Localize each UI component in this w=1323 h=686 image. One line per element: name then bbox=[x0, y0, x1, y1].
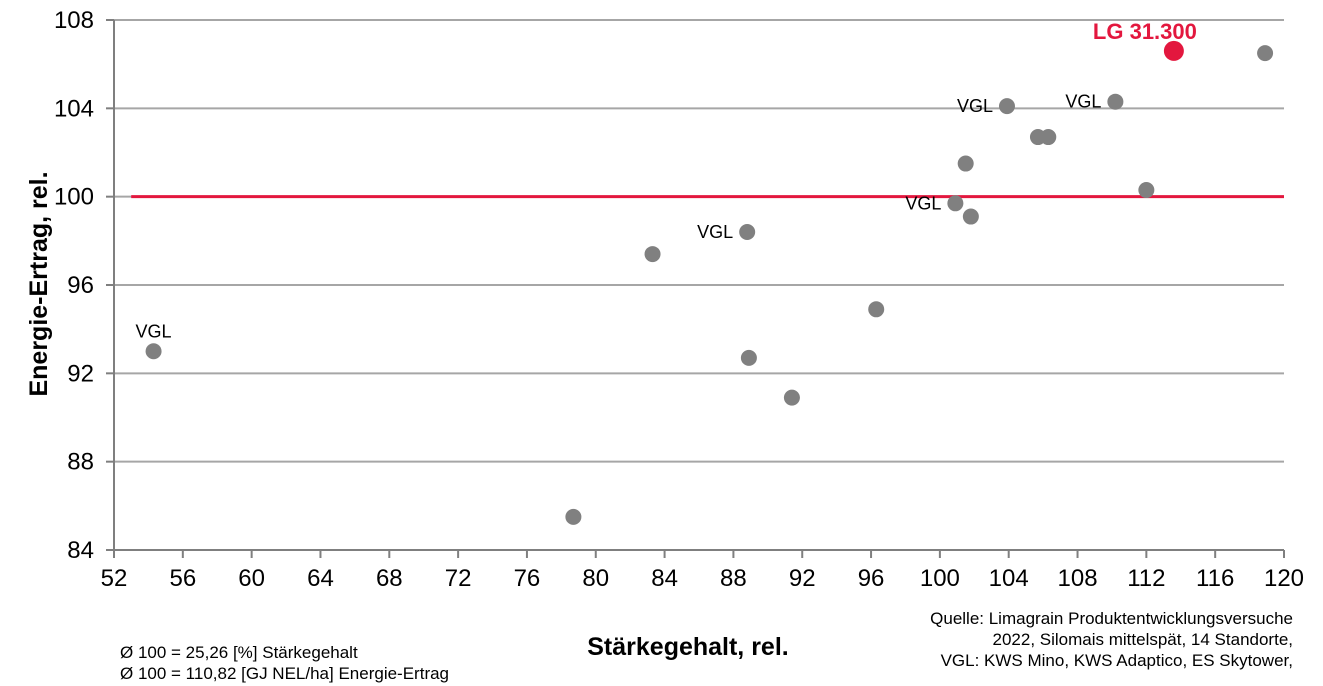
data-point-13 bbox=[1040, 129, 1057, 146]
x-tick-label-60: 60 bbox=[238, 565, 265, 592]
data-point-5 bbox=[740, 349, 757, 366]
data-point-9 bbox=[957, 155, 974, 172]
y-tick-label-100: 100 bbox=[54, 184, 94, 211]
y-tick-label-108: 108 bbox=[54, 7, 94, 34]
x-tick-label-104: 104 bbox=[989, 565, 1029, 592]
x-tick-label-56: 56 bbox=[169, 565, 196, 592]
y-tick-label-96: 96 bbox=[67, 272, 94, 299]
data-point-15 bbox=[1138, 182, 1155, 199]
note-energy-average: Ø 100 = 110,82 [GJ NEL/ha] Energie-Ertra… bbox=[120, 664, 450, 683]
x-tick-label-88: 88 bbox=[720, 565, 747, 592]
x-tick-label-64: 64 bbox=[307, 565, 334, 592]
average-notes: Ø 100 = 25,26 [%] Stärkegehalt Ø 100 = 1… bbox=[120, 642, 449, 684]
source-note: Quelle: Limagrain Produktentwicklungsver… bbox=[930, 608, 1293, 671]
data-point-2 bbox=[565, 508, 582, 525]
data-point-8 bbox=[947, 195, 964, 212]
x-tick-label-100: 100 bbox=[920, 565, 960, 592]
data-point-14 bbox=[1107, 93, 1124, 110]
point-label-11: VGL bbox=[957, 96, 993, 116]
note-starch-average: Ø 100 = 25,26 [%] Stärkegehalt bbox=[120, 643, 358, 662]
x-tick-label-108: 108 bbox=[1058, 565, 1098, 592]
point-label-14: VGL bbox=[1065, 92, 1101, 112]
data-point-11 bbox=[998, 98, 1015, 115]
y-axis-title: Energie-Ertrag, rel. bbox=[25, 171, 53, 396]
x-tick-label-52: 52 bbox=[101, 565, 128, 592]
data-point-4 bbox=[739, 224, 756, 240]
data-point-7 bbox=[868, 301, 885, 318]
y-tick-label-104: 104 bbox=[54, 95, 94, 122]
point-label-1: VGL bbox=[136, 321, 172, 341]
highlight-point bbox=[1163, 40, 1184, 61]
x-tick-label-76: 76 bbox=[514, 565, 541, 592]
data-point-3 bbox=[644, 246, 661, 263]
point-labels: VGL VGL VGL VGL VGL LG 31.300 bbox=[136, 19, 1197, 341]
y-tick-label-92: 92 bbox=[67, 360, 94, 387]
x-tick-label-68: 68 bbox=[376, 565, 403, 592]
data-point-16 bbox=[1257, 45, 1274, 62]
axes: 84 88 92 96 100 104 108 52 56 60 64 68 72 76 80 84 88 92 9… bbox=[54, 7, 1304, 592]
x-tick-label-80: 80 bbox=[582, 565, 609, 592]
source-line-2: 2022, Silomais mittelspät, 14 Standorte, bbox=[992, 630, 1294, 649]
x-tick-label-84: 84 bbox=[651, 565, 678, 592]
data-points bbox=[145, 40, 1274, 525]
x-tick-label-72: 72 bbox=[445, 565, 472, 592]
x-tick-label-92: 92 bbox=[789, 565, 816, 592]
y-tick-label-84: 84 bbox=[67, 537, 94, 564]
data-point-1 bbox=[145, 343, 162, 360]
highlight-label: LG 31.300 bbox=[1093, 19, 1197, 44]
source-line-1: Quelle: Limagrain Produktentwicklungsver… bbox=[930, 609, 1293, 628]
x-tick-label-96: 96 bbox=[858, 565, 885, 592]
y-tick-label-88: 88 bbox=[67, 449, 94, 476]
x-axis-title: Stärkegehalt, rel. bbox=[587, 633, 788, 661]
x-tick-label-116: 116 bbox=[1196, 565, 1234, 592]
x-tick-label-112: 112 bbox=[1127, 565, 1165, 592]
data-point-6 bbox=[783, 389, 800, 406]
point-label-8: VGL bbox=[905, 193, 941, 213]
source-line-3: VGL: KWS Mino, KWS Adaptico, ES Skytower… bbox=[940, 651, 1293, 670]
point-label-4: VGL bbox=[697, 222, 733, 242]
x-tick-label-120: 120 bbox=[1264, 565, 1304, 592]
data-point-10 bbox=[962, 208, 979, 225]
